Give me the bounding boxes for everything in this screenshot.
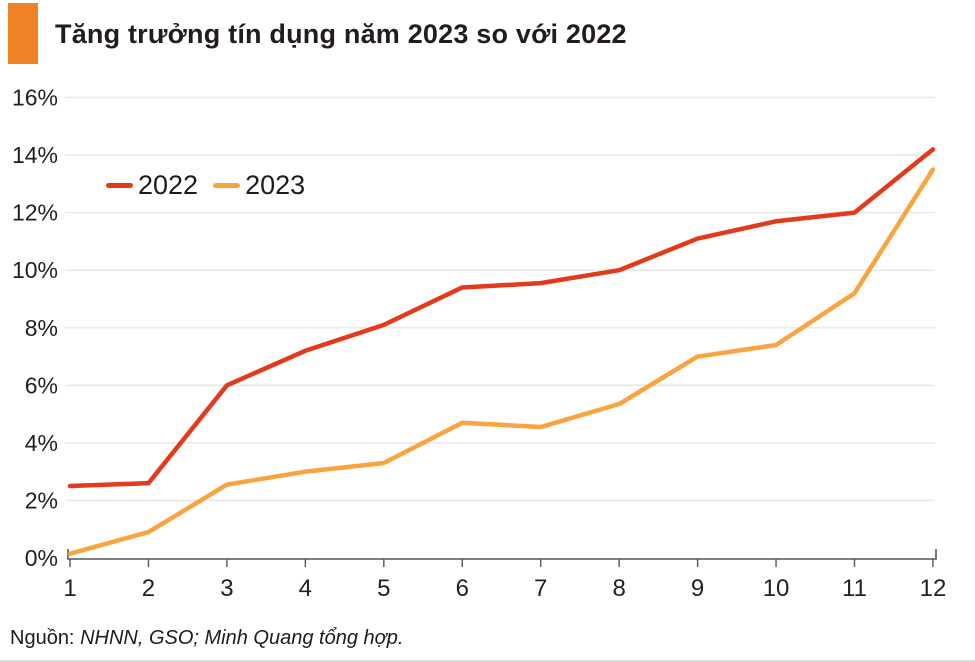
- x-axis-tick-label: 12: [920, 575, 947, 602]
- legend-label-2022: 2022: [138, 170, 199, 200]
- legend-item-2022: 2022: [106, 170, 198, 201]
- y-axis-tick-label: 10%: [12, 257, 58, 283]
- x-axis-tick-label: 6: [456, 575, 469, 602]
- legend-swatch-2023-icon: [213, 183, 241, 188]
- y-axis-tick-label: 16%: [12, 85, 58, 111]
- legend-swatch-2022-icon: [106, 183, 133, 188]
- series-line-2022: [67, 147, 936, 489]
- legend-label-2023: 2023: [245, 170, 306, 200]
- x-axis-tick-label: 5: [377, 575, 390, 602]
- x-axis-tick-label: 8: [612, 575, 625, 602]
- x-axis-line: [67, 549, 937, 560]
- x-axis-tick-label: 1: [63, 575, 76, 602]
- x-axis-tick-label: 10: [763, 575, 790, 602]
- x-axis-tick-label: 3: [220, 575, 233, 602]
- source-note: Nguồn: NHNN, GSO; Minh Quang tổng hợp.: [10, 627, 403, 650]
- accent-square: [8, 3, 38, 64]
- x-axis-tick-label: 2: [142, 575, 155, 602]
- x-axis-tick-label: 11: [842, 575, 867, 602]
- y-axis-tick-label: 6%: [25, 372, 58, 398]
- x-axis-tick-label: 4: [299, 575, 312, 602]
- x-axis-tick-label: 7: [534, 575, 547, 602]
- bottom-border: [0, 660, 975, 662]
- y-axis-tick-label: 12%: [12, 200, 58, 226]
- series-line-2023: [67, 167, 936, 556]
- source-text: NHNN, GSO; Minh Quang tổng hợp.: [80, 627, 404, 649]
- x-axis-tick-label: 9: [691, 575, 704, 602]
- y-axis-tick-label: 14%: [12, 142, 58, 168]
- source-prefix: Nguồn:: [10, 627, 81, 649]
- legend-item-2023: 2023: [213, 170, 305, 201]
- y-axis-tick-label: 0%: [25, 545, 58, 571]
- y-axis-tick-label: 4%: [25, 430, 58, 456]
- chart-legend: 2022 2023: [106, 170, 305, 201]
- y-axis-tick-label: 2%: [25, 487, 58, 513]
- y-axis-tick-label: 8%: [25, 315, 58, 341]
- page-title: Tăng trưởng tín dụng năm 2023 so với 202…: [55, 19, 627, 49]
